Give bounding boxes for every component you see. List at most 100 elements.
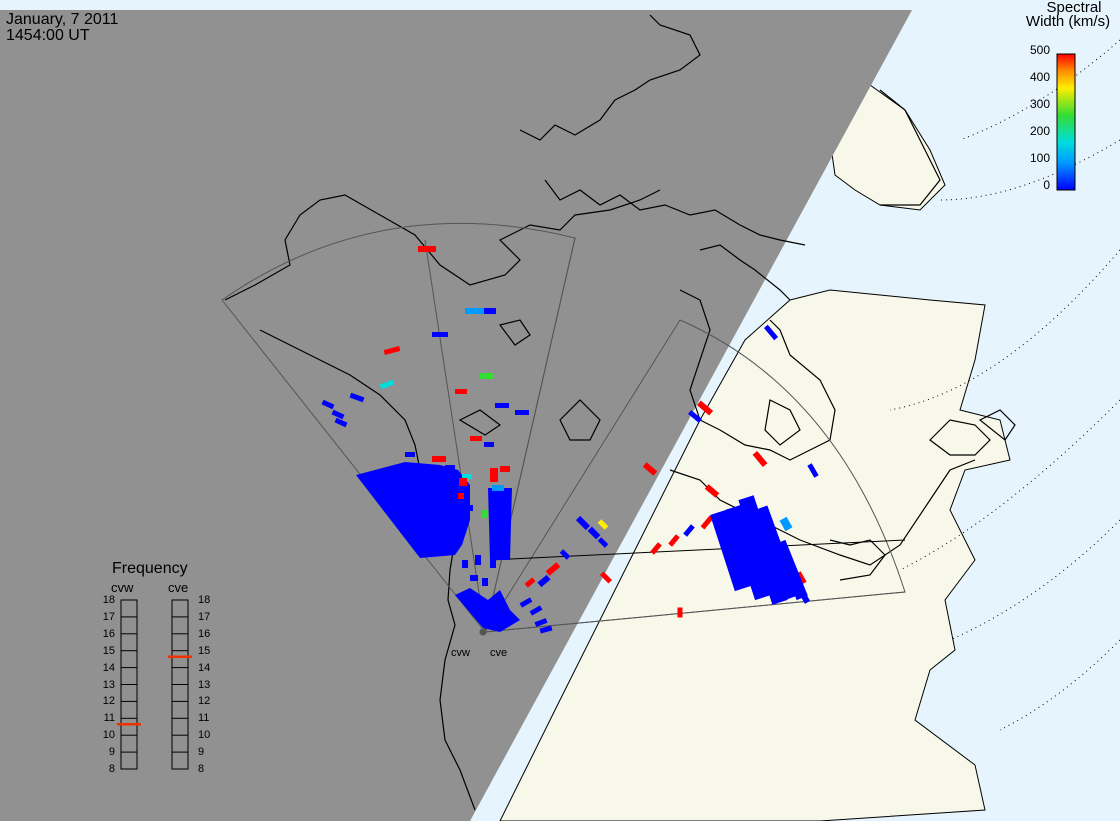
scatter-cell <box>470 575 478 581</box>
scatter-cell <box>418 246 436 252</box>
time-label: 1454:00 UT <box>6 27 90 44</box>
frequency-indicators <box>117 599 192 770</box>
colorbar-tick-400: 400 <box>1029 70 1050 84</box>
colorbar-tick-200: 200 <box>1029 124 1050 138</box>
scatter-cell <box>575 515 591 531</box>
frequency-label: 16 <box>198 627 211 640</box>
scatter-cell <box>445 465 455 471</box>
scatter-region-near <box>455 588 520 632</box>
scatter-cell <box>725 504 771 601</box>
scatter-cell <box>459 478 467 486</box>
latitude-grid <box>889 39 1120 731</box>
scatter-cell <box>331 409 345 420</box>
scatter-cell <box>738 495 788 605</box>
colorbar <box>1056 53 1076 191</box>
scatter-cell <box>559 549 571 560</box>
scatter-cell <box>537 574 551 588</box>
scatter-cell <box>779 516 793 532</box>
coastlines <box>224 14 1016 811</box>
frequency-label: 17 <box>198 610 211 623</box>
date-label: January, 7 2011 <box>6 11 119 28</box>
scatter-cell <box>455 389 467 394</box>
frequency-label: 13 <box>102 678 115 691</box>
scatter-cell <box>349 392 365 403</box>
scatter-cell <box>597 519 609 530</box>
scatter-cell <box>480 373 494 379</box>
scatter-cell <box>677 607 683 618</box>
scatter-cell <box>405 452 415 457</box>
station-label-cvw: cvw <box>451 647 470 659</box>
scatter-cell <box>710 508 754 592</box>
colorbar-tick-0: 0 <box>1043 178 1050 192</box>
scatter-cell <box>650 542 662 555</box>
scatter-cell <box>484 442 494 447</box>
scatter-cell <box>642 462 658 476</box>
scatter-cell <box>484 308 496 314</box>
scatter-cell <box>545 562 561 576</box>
scatter-cell <box>482 578 488 586</box>
scatter-cell <box>539 625 553 634</box>
frequency-label: 16 <box>102 627 115 640</box>
frequency-title: Frequency <box>112 560 188 577</box>
scatter-cell <box>688 410 702 423</box>
scatter-cell <box>752 450 768 468</box>
scatter-cell <box>462 474 472 479</box>
scatter-cell <box>462 560 468 568</box>
frequency-label: 8 <box>108 763 115 775</box>
scatter-cell <box>524 577 536 588</box>
frequency-label: 12 <box>198 695 211 708</box>
scatter-cell <box>763 324 779 341</box>
scatter-cell <box>500 466 510 472</box>
frequency-label: 17 <box>102 610 115 623</box>
frequency-label: 12 <box>102 695 115 708</box>
scatter-cell <box>482 510 488 518</box>
scatter-cell <box>683 524 695 537</box>
scatter-cells-cve <box>519 324 819 634</box>
scatter-cell <box>490 468 498 482</box>
frequency-label: 9 <box>198 746 205 759</box>
scatter-region-cvw-2 <box>488 488 512 560</box>
station-label-cve: cve <box>490 647 508 659</box>
frequency-label: 15 <box>198 644 211 657</box>
scatter-cell <box>597 537 609 548</box>
scatter-cell <box>465 308 487 314</box>
scatter-cell <box>321 399 335 410</box>
frequency-label: 11 <box>198 712 210 725</box>
scatter-cell <box>334 417 348 428</box>
frequency-label: 13 <box>198 678 211 691</box>
scatter-cell <box>700 515 714 530</box>
scatter-cell <box>432 332 448 337</box>
colorbar-tick-500: 500 <box>1029 43 1050 57</box>
scatter-cell <box>599 571 613 584</box>
scatter-cells-cvw <box>321 246 529 632</box>
frequency-label: 15 <box>102 644 115 657</box>
scatter-cell <box>534 618 548 627</box>
frequency-label: 9 <box>108 746 115 759</box>
frequency-label: 14 <box>198 661 211 674</box>
frequency-label: 8 <box>198 763 205 775</box>
scatter-cell <box>475 555 481 565</box>
scatter-cell <box>492 485 504 491</box>
frequency-radar-cvw: cvw <box>111 580 134 595</box>
scatter-cell <box>383 346 401 355</box>
scatter-cell <box>452 540 460 548</box>
colorbar-tick-100: 100 <box>1029 151 1050 165</box>
frequency-label: 10 <box>102 729 115 742</box>
frequency-label: 10 <box>198 729 211 742</box>
scatter-cell <box>379 379 395 390</box>
colorbar-title-line2: Width (km/s) <box>1025 13 1111 30</box>
scatter-cell <box>587 526 601 540</box>
scatter-cell <box>465 505 473 511</box>
radar-site-marker <box>479 628 487 636</box>
scatter-cell <box>696 400 714 416</box>
scatter-cell <box>470 436 482 441</box>
scatter-cell <box>807 463 819 478</box>
scatter-cell <box>458 493 464 499</box>
frequency-label: 14 <box>102 661 115 674</box>
radar-fov <box>221 222 906 634</box>
scatter-cell <box>490 560 496 568</box>
colorbar-tick-300: 300 <box>1029 97 1050 111</box>
scatter-cell <box>668 534 680 547</box>
scatter-cell <box>495 403 509 408</box>
